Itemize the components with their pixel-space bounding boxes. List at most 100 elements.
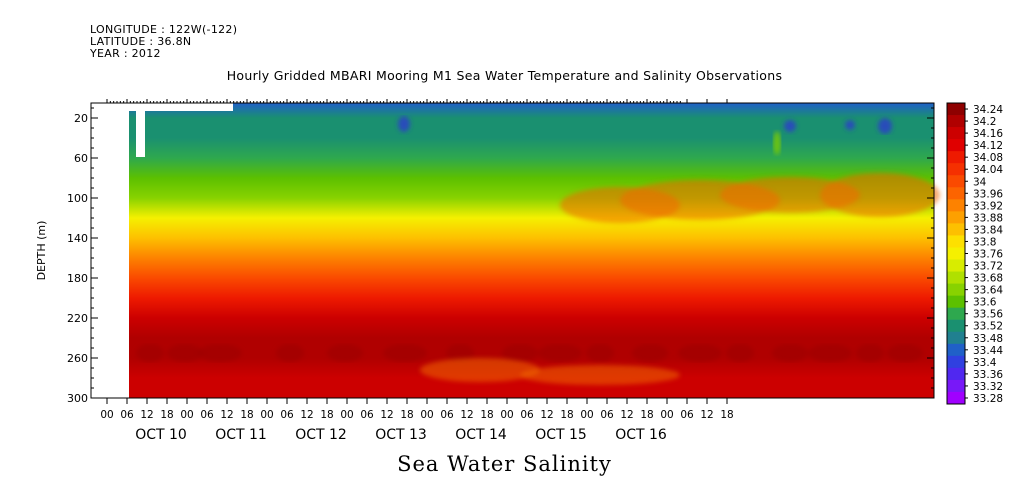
y-tick-label: 20 [74, 112, 88, 125]
y-tick-label: 180 [67, 272, 88, 285]
chart-title: Hourly Gridded MBARI Mooring M1 Sea Wate… [226, 68, 783, 83]
x-hour-label: 06 [200, 409, 214, 421]
colorbar-label: 33.68 [973, 273, 1003, 285]
x-hour-label: 12 [380, 409, 393, 421]
orange-patch [520, 365, 680, 385]
colorbar-swatch [947, 391, 965, 405]
salinity-max-blob [167, 344, 203, 362]
x-day-label: OCT 14 [455, 427, 507, 443]
colorbar-label: 34.16 [973, 128, 1003, 140]
x-hour-label: 12 [140, 409, 153, 421]
fresh-patch [784, 120, 796, 132]
colorbar-label: 34.24 [973, 104, 1003, 116]
colorbar-swatch [947, 307, 965, 321]
missing-data-notch [136, 103, 145, 157]
plot-frame [90, 102, 935, 399]
salinity-max-blob [772, 344, 808, 362]
colorbar-label: 33.84 [973, 224, 1003, 236]
salinity-max-blob [383, 344, 427, 362]
y-tick-label: 300 [67, 392, 88, 405]
fresh-patch [845, 120, 855, 130]
colorbar-label: 34.08 [973, 152, 1003, 164]
colorbar-label: 33.92 [973, 200, 1003, 212]
colorbar-label: 34.04 [973, 164, 1003, 176]
x-day-label: OCT 12 [295, 427, 347, 443]
colorbar-swatch [947, 247, 965, 261]
colorbar-label: 33.88 [973, 212, 1003, 224]
x-day-label: OCT 10 [135, 427, 187, 443]
colorbar-label: 33.28 [973, 393, 1003, 405]
x-hour-label: 18 [480, 409, 493, 421]
green-spike [773, 131, 781, 155]
colorbar-swatch [947, 367, 965, 381]
y-tick-label: 60 [74, 152, 88, 165]
x-hour-label: 06 [520, 409, 534, 421]
y-tick-label: 100 [67, 192, 88, 205]
x-day-label: OCT 13 [375, 427, 427, 443]
x-hour-label: 18 [640, 409, 653, 421]
x-hour-label: 06 [360, 409, 374, 421]
x-hour-label: 06 [600, 409, 614, 421]
colorbar-label: 33.32 [973, 381, 1003, 393]
colorbar-label: 33.4 [973, 357, 997, 369]
colorbar-label: 33.6 [973, 297, 997, 309]
colorbar-swatch [947, 127, 965, 140]
x-hour-label: 00 [100, 409, 113, 421]
x-hour-label: 12 [540, 409, 553, 421]
salinity-max-blob [538, 344, 582, 362]
x-hour-label: 06 [120, 409, 134, 421]
salinity-max-blob [586, 344, 614, 362]
colorbar-swatch [947, 355, 965, 369]
colorbar-swatch [947, 223, 965, 236]
salinity-max-blob [887, 344, 923, 362]
longitude-label: LONGITUDE : 122W(-122) [90, 23, 238, 36]
colorbar-label: 34 [973, 176, 987, 188]
x-hour-label: 00 [580, 409, 593, 421]
x-hour-label: 06 [680, 409, 694, 421]
colorbar-swatch [947, 379, 965, 393]
x-hour-label: 18 [560, 409, 573, 421]
salinity-max-blob [808, 344, 852, 362]
deep-maxima [136, 344, 923, 362]
orange-patch [820, 173, 940, 217]
colorbar-swatch [947, 175, 965, 188]
colorbar-swatch [947, 331, 965, 345]
colorbar-label: 33.64 [973, 285, 1003, 297]
colorbar-label: 33.72 [973, 261, 1003, 273]
salinity-max-blob [856, 344, 884, 362]
x-hour-label: 00 [500, 409, 513, 421]
salinity-max-blob [726, 344, 754, 362]
x-hour-label: 18 [240, 409, 253, 421]
orange-patch [720, 177, 860, 213]
x-hour-label: 12 [460, 409, 473, 421]
salinity-max-blob [632, 344, 668, 362]
x-hour-label: 12 [220, 409, 233, 421]
colorbar-label: 33.96 [973, 188, 1003, 200]
latitude-label: LATITUDE : 36.8N [90, 35, 192, 48]
colorbar-swatch [947, 163, 965, 176]
y-tick-label: 260 [67, 352, 88, 365]
salinity-max-blob [198, 344, 242, 362]
fresh-patch [878, 118, 892, 134]
x-hour-label: 00 [180, 409, 193, 421]
salinity-max-blob [136, 344, 164, 362]
colorbar-label: 33.76 [973, 249, 1003, 261]
x-hour-label: 06 [280, 409, 294, 421]
x-day-label: OCT 11 [215, 427, 267, 443]
colorbar-label: 34.12 [973, 140, 1003, 152]
colorbar-swatch [947, 235, 965, 248]
salinity-max-blob [502, 344, 538, 362]
colorbar-label: 33.44 [973, 345, 1003, 357]
variable-title: Sea Water Salinity [397, 452, 612, 476]
x-hour-label: 12 [700, 409, 713, 421]
x-hour-label: 18 [720, 409, 733, 421]
x-day-label: OCT 16 [615, 427, 667, 443]
missing-data-left [91, 103, 129, 398]
fresh-patch [398, 116, 410, 132]
salinity-max-blob [678, 344, 722, 362]
colorbar-label: 33.8 [973, 236, 996, 248]
colorbar-swatch [947, 343, 965, 357]
x-hour-label: 00 [660, 409, 673, 421]
colorbar-label: 34.2 [973, 116, 996, 128]
